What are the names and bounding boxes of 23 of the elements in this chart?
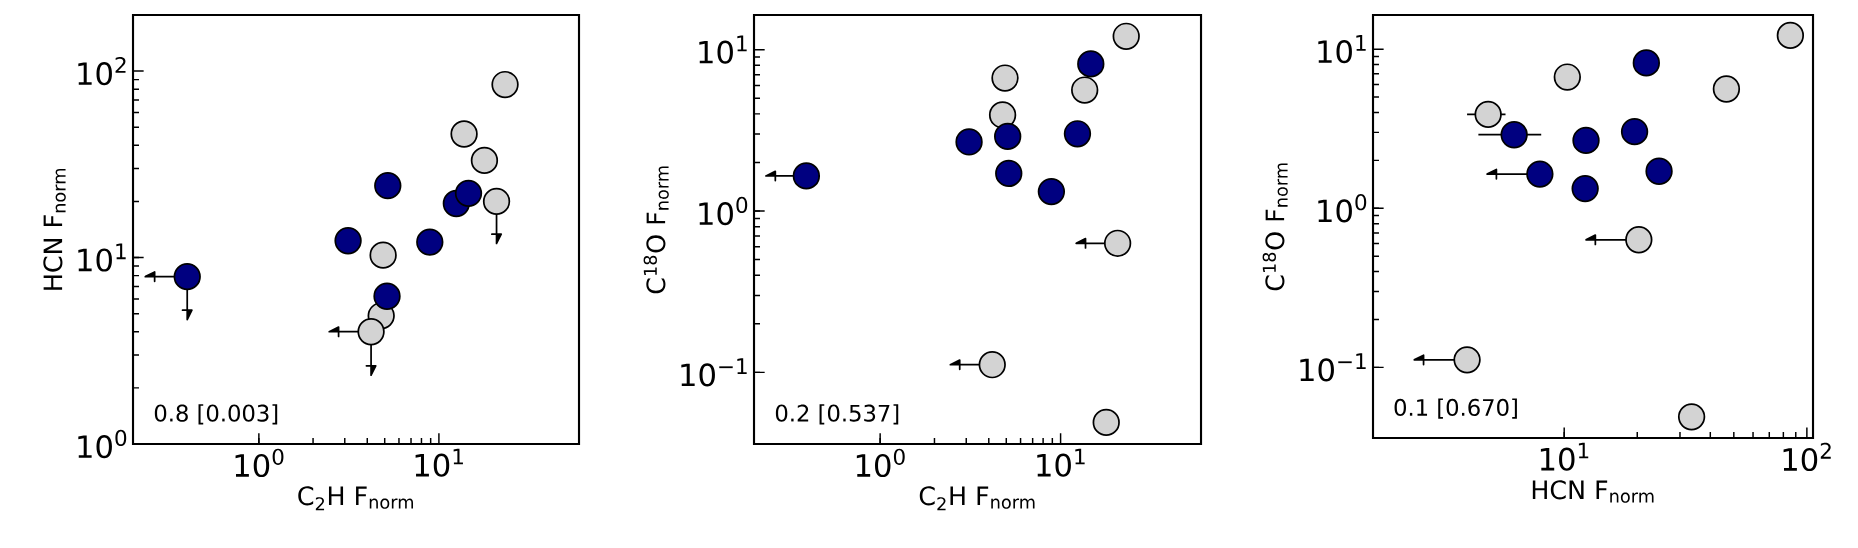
x-axis-title: HCN F$_{norm}$ [1532, 480, 1654, 503]
x-tick-label: 10$^{0}$ [856, 448, 905, 478]
x-tick-label: 10$^{1}$ [1540, 442, 1589, 471]
y-tick-label: 10$^{1}$ [1318, 35, 1366, 64]
y-tick-label: 10$^{1}$ [699, 35, 747, 64]
y-axis-title: C$^{18}$O F$_{norm}$ [1262, 163, 1288, 291]
y-tick-label: 10$^{2}$ [78, 56, 126, 86]
y-tick-label: 10$^{−1}$ [1300, 353, 1366, 382]
annotation: 0.8 [0.003] [154, 404, 278, 425]
y-axis-title: HCN F$_{norm}$ [43, 168, 66, 290]
x-tick-label: 10$^{1}$ [415, 448, 463, 477]
y-tick-label: 10$^{0}$ [699, 196, 748, 226]
y-tick-label: 10$^{−1}$ [681, 358, 747, 387]
annotation: 0.1 [0.670] [1394, 398, 1517, 419]
x-tick-label: 10$^{1}$ [1037, 448, 1085, 477]
x-tick-label: 10$^{0}$ [235, 448, 284, 478]
x-tick-label: 10$^{2}$ [1783, 442, 1831, 472]
y-tick-label: 10$^{0}$ [1318, 194, 1367, 223]
annotation: 0.2 [0.537] [775, 404, 899, 425]
x-axis-title: C$_{2}$H F$_{norm}$ [919, 486, 1035, 511]
x-axis-title: C$_{2}$H F$_{norm}$ [298, 486, 414, 511]
y-tick-label: 10$^{1}$ [78, 243, 126, 272]
y-axis-title: C$^{18}$O F$_{norm}$ [643, 166, 669, 294]
